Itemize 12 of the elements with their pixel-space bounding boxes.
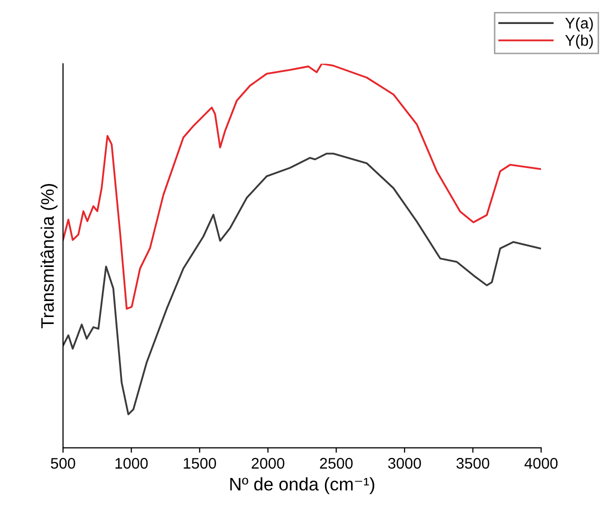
x-tick-label: 3000 bbox=[388, 458, 421, 469]
x-tick-label: 2000 bbox=[252, 458, 284, 469]
x-tick-label: 1000 bbox=[116, 458, 148, 469]
legend-label: Y(a) bbox=[565, 17, 593, 32]
legend-label: Y(b) bbox=[565, 34, 593, 49]
y-axis-title: Transmitância (%) bbox=[40, 184, 58, 328]
x-tick-label: 1500 bbox=[184, 458, 216, 469]
x-tick-label: 3500 bbox=[456, 458, 490, 469]
x-axis-title: Nº de onda (cm⁻¹) bbox=[230, 477, 374, 494]
x-tick-label: 2500 bbox=[320, 458, 353, 469]
x-tick-label: 4000 bbox=[524, 458, 558, 469]
x-tick-label: 500 bbox=[50, 458, 76, 469]
